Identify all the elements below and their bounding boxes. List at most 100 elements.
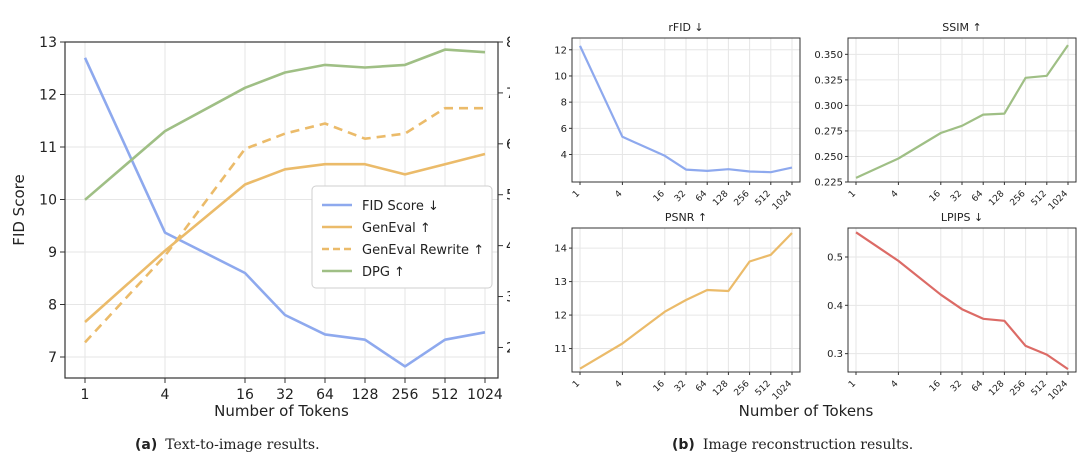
- legend-label: GenEval ↑: [362, 221, 431, 236]
- tick-label-y-right: 30: [506, 290, 510, 306]
- panel-frame: [847, 37, 1077, 183]
- x-axis-label: Number of Tokens: [214, 402, 349, 420]
- legend-box: [311, 185, 493, 289]
- tick-label-x: 128: [352, 387, 379, 403]
- tick-label-x: 1: [571, 379, 582, 390]
- tick-label-x: 64: [694, 189, 709, 204]
- tick-label-x: 128: [987, 379, 1006, 398]
- tick-label-x: 1: [571, 189, 582, 200]
- tick-label-x: 4: [889, 379, 900, 390]
- legend-label: GenEval Rewrite ↑: [362, 243, 484, 258]
- tick-label-x: 256: [1008, 379, 1027, 398]
- tick-label-y: 0.300: [814, 101, 843, 112]
- tick-label-x: 64: [970, 189, 985, 204]
- tick-label-x: 4: [161, 387, 170, 403]
- panel-title: rFID ↓: [668, 21, 703, 34]
- tick-label-x: 32: [673, 189, 688, 204]
- tick-label-x: 512: [432, 387, 459, 403]
- tick-label-x: 1024: [771, 379, 794, 402]
- caption-a: (a) Text-to-image results.: [135, 437, 320, 453]
- tick-label-y: 4: [561, 150, 567, 161]
- tick-label-x: 1024: [1047, 379, 1070, 402]
- tick-label-y: 10: [554, 71, 567, 82]
- tick-label-x: 32: [949, 379, 964, 394]
- series-line: [579, 45, 793, 174]
- tick-label-y: 0.4: [827, 301, 843, 312]
- series-line: [579, 232, 793, 370]
- tick-label-y: 12: [554, 45, 567, 56]
- tick-label-y: 8: [561, 98, 567, 109]
- tick-label-y-right: 40: [506, 239, 510, 255]
- panel-title: SSIM ↑: [942, 21, 981, 34]
- tick-label-y-right: 50: [506, 188, 510, 204]
- panel-frame: [847, 227, 1077, 373]
- tick-label-x: 64: [970, 379, 985, 394]
- caption-a-label: (a): [135, 437, 158, 453]
- caption-b-label: (b): [672, 437, 695, 453]
- series-line: [855, 44, 1069, 179]
- tick-label-x: 16: [928, 189, 943, 204]
- tick-label-x: 1024: [1047, 189, 1070, 212]
- tick-label-x: 128: [711, 379, 730, 398]
- tick-label-x: 32: [673, 379, 688, 394]
- series-line: [84, 152, 486, 323]
- tick-label-y: 0.275: [814, 126, 843, 137]
- tick-label-y-right: 70: [506, 86, 510, 102]
- tick-label-y: 13: [554, 277, 567, 288]
- tick-label-y-right: 80: [506, 35, 510, 51]
- tick-label-x: 256: [1008, 189, 1027, 208]
- tick-label-x: 4: [613, 379, 624, 390]
- tick-label-x: 32: [949, 189, 964, 204]
- tick-label-y-left: 8: [48, 298, 57, 314]
- tick-label-x: 1: [847, 379, 858, 390]
- tick-label-y-left: 10: [39, 193, 57, 209]
- tick-label-y: 14: [554, 244, 567, 255]
- tick-label-x: 16: [928, 379, 943, 394]
- tick-label-x: 4: [889, 189, 900, 200]
- tick-label-x: 4: [613, 189, 624, 200]
- tick-label-x: 256: [392, 387, 419, 403]
- tick-label-x: 256: [732, 189, 751, 208]
- tick-label-y-right: 20: [506, 340, 510, 356]
- tick-label-x: 16: [236, 387, 254, 403]
- tick-label-y: 11: [554, 344, 567, 355]
- tick-label-y-left: 11: [39, 140, 57, 156]
- tick-label-y: 0.3: [827, 349, 843, 360]
- series-line: [84, 106, 485, 344]
- tick-label-y: 0.250: [814, 152, 843, 163]
- caption-b-text: Image reconstruction results.: [702, 437, 914, 453]
- tick-label-x: 1: [81, 387, 90, 403]
- legend-label: FID Score ↓: [362, 199, 439, 214]
- panel-title: LPIPS ↓: [941, 211, 983, 224]
- tick-label-x: 1024: [771, 189, 794, 212]
- tick-label-y-left: 9: [48, 245, 57, 261]
- panel-frame: [571, 227, 801, 373]
- tick-label-y: 0.325: [814, 75, 843, 86]
- tick-label-y-right: 60: [506, 137, 510, 153]
- tick-label-y: 12: [554, 311, 567, 322]
- tick-label-y-left: 12: [39, 88, 57, 104]
- tick-label-x: 16: [652, 189, 667, 204]
- tick-label-y: 0.5: [827, 252, 843, 263]
- tick-label-x: 1024: [467, 387, 503, 403]
- tick-label-x: 32: [276, 387, 294, 403]
- tick-label-y: 0.225: [814, 178, 843, 189]
- tick-label-y: 0.350: [814, 50, 843, 61]
- tick-label-x: 256: [732, 379, 751, 398]
- series-line: [84, 48, 486, 201]
- series-line: [855, 231, 1069, 371]
- tick-label-y-left: 7: [48, 350, 57, 366]
- tick-label-y: 6: [561, 124, 567, 135]
- tick-label-x: 64: [316, 387, 334, 403]
- tick-label-x: 128: [711, 189, 730, 208]
- panel-frame: [571, 37, 801, 183]
- panel-title: PSNR ↑: [665, 211, 707, 224]
- tick-label-x: 64: [694, 379, 709, 394]
- plot-frame-a: [64, 41, 499, 379]
- chart-text-to-image: 1 4 16 32 64 128 256 512 1024 7 8 9 10 11 12 13 20 30 40 50…: [10, 35, 510, 420]
- caption-b: (b) Image reconstruction results.: [672, 437, 913, 453]
- x-axis-label-shared: Number of Tokens: [739, 402, 874, 420]
- legend-label: DPG ↑: [362, 265, 405, 280]
- tick-label-y-left: 13: [39, 35, 57, 51]
